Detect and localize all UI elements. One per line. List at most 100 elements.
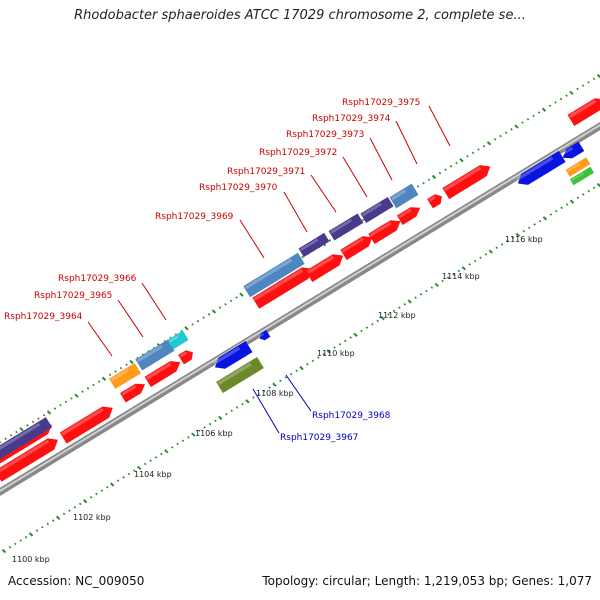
guide-tick — [70, 397, 73, 400]
guide-tick — [493, 138, 497, 141]
gene-feature[interactable] — [360, 196, 394, 224]
cds-feature-shape[interactable] — [368, 216, 403, 244]
cds-feature[interactable] — [212, 341, 253, 373]
gene-label[interactable]: Rsph17029_3964 — [4, 312, 83, 322]
cds-feature[interactable] — [560, 141, 585, 163]
guide-tick — [353, 332, 358, 337]
cds-feature[interactable] — [427, 192, 445, 209]
guide-tick — [114, 370, 117, 373]
gene-feature[interactable] — [389, 183, 419, 209]
gene-label[interactable]: Rsph17029_3975 — [342, 98, 420, 108]
cds-feature[interactable] — [59, 402, 116, 444]
guide-tick — [28, 532, 34, 537]
cds-feature[interactable] — [144, 357, 184, 388]
gene-feature[interactable] — [167, 330, 189, 350]
cds-feature-shape[interactable] — [560, 141, 585, 163]
guide-tick — [191, 432, 196, 437]
guide-tick — [53, 407, 57, 410]
guide-tick — [15, 430, 18, 434]
gene-label[interactable]: Rsph17029_3965 — [34, 291, 112, 301]
gene-feature[interactable] — [0, 417, 53, 463]
gene-feature[interactable] — [328, 213, 364, 241]
guide-tick — [522, 229, 526, 233]
gene-feature-shape[interactable] — [243, 252, 305, 298]
gene-feature-shape[interactable] — [328, 213, 364, 241]
guide-tick — [521, 121, 524, 124]
guide-tick — [514, 124, 519, 129]
guide-tick — [360, 329, 363, 333]
cds-feature-highlight — [179, 351, 188, 358]
gene-feature-shape[interactable] — [569, 166, 595, 186]
cds-feature-shape[interactable] — [427, 192, 445, 209]
cds-feature-shape[interactable] — [442, 161, 493, 200]
cds-feature[interactable] — [368, 216, 403, 244]
gene-feature[interactable] — [243, 252, 305, 298]
gene-feature-shape[interactable] — [216, 356, 264, 394]
cds-feature-shape[interactable] — [178, 348, 196, 365]
guide-tick — [542, 216, 548, 221]
cds-feature-shape[interactable] — [514, 150, 566, 189]
cds-feature-shape[interactable] — [258, 329, 271, 342]
cds-feature-shape[interactable] — [212, 341, 253, 373]
guide-tick — [548, 104, 552, 108]
gene-label[interactable]: Rsph17029_3966 — [58, 274, 137, 284]
gene-feature[interactable] — [216, 356, 264, 394]
cds-feature-shape[interactable] — [144, 357, 184, 388]
gene-feature-shape[interactable] — [389, 183, 419, 209]
cds-feature[interactable] — [0, 434, 61, 482]
cds-feature[interactable] — [305, 250, 347, 282]
cds-feature-shape[interactable] — [0, 434, 61, 482]
cds-feature-shape[interactable] — [305, 250, 347, 282]
cds-feature-shape[interactable] — [340, 232, 375, 260]
gene-label[interactable]: Rsph17029_3968 — [312, 411, 391, 421]
cds-feature[interactable] — [396, 203, 423, 225]
guide-tick — [68, 509, 71, 512]
gene-label[interactable]: Rsph17029_3973 — [286, 130, 364, 140]
tick-label: 1100 kbp — [12, 555, 50, 564]
cds-feature-shape[interactable] — [396, 203, 423, 225]
guide-tick — [35, 529, 39, 532]
gene-feature-shape[interactable] — [109, 363, 141, 389]
cds-feature[interactable] — [178, 348, 196, 365]
gene-feature-shape[interactable] — [565, 157, 591, 177]
gene-feature-shape[interactable] — [360, 196, 394, 224]
guide-tick — [187, 436, 190, 439]
cds-feature[interactable] — [120, 380, 148, 403]
gene-feature[interactable] — [298, 232, 330, 258]
gene-feature[interactable] — [109, 363, 141, 389]
gene-feature-shape[interactable] — [167, 330, 189, 350]
cds-feature[interactable] — [442, 161, 493, 200]
cds-feature[interactable] — [340, 232, 375, 260]
gene-label[interactable]: Rsph17029_3967 — [280, 433, 358, 443]
guide-tick — [457, 269, 461, 273]
gene-feature-shape[interactable] — [135, 339, 175, 371]
cds-feature-shape[interactable] — [567, 94, 600, 126]
guide-tick — [46, 522, 50, 526]
gene-feature-shape[interactable] — [0, 417, 53, 463]
lower-dotted-guide — [1, 182, 600, 554]
guide-tick — [37, 417, 40, 420]
gene-label[interactable]: Rsph17029_3971 — [227, 167, 305, 177]
gene-feature[interactable] — [135, 339, 175, 371]
gene-feature-highlight — [244, 258, 293, 290]
guide-tick — [218, 306, 222, 309]
gene-label[interactable]: Rsph17029_3974 — [312, 114, 391, 124]
gene-label[interactable]: Rsph17029_3969 — [155, 212, 234, 222]
cds-feature[interactable] — [258, 329, 271, 342]
cds-feature-shape[interactable] — [59, 402, 116, 444]
gene-feature[interactable] — [569, 166, 595, 186]
cds-feature-shape[interactable] — [120, 380, 148, 403]
guide-tick — [430, 286, 434, 289]
cds-feature-shape[interactable] — [252, 263, 315, 309]
guide-tick — [554, 209, 558, 213]
guide-tick — [526, 117, 530, 121]
cds-feature[interactable] — [252, 263, 315, 309]
gene-feature-highlight — [136, 345, 163, 363]
cds-feature[interactable] — [567, 94, 600, 126]
gene-feature-shape[interactable] — [298, 232, 330, 258]
gene-label[interactable]: Rsph17029_3970 — [199, 183, 278, 193]
cds-feature[interactable] — [514, 150, 566, 189]
gene-feature[interactable] — [565, 157, 591, 177]
gene-label[interactable]: Rsph17029_3972 — [259, 148, 337, 158]
tick-label: 1108 kbp — [256, 389, 294, 398]
